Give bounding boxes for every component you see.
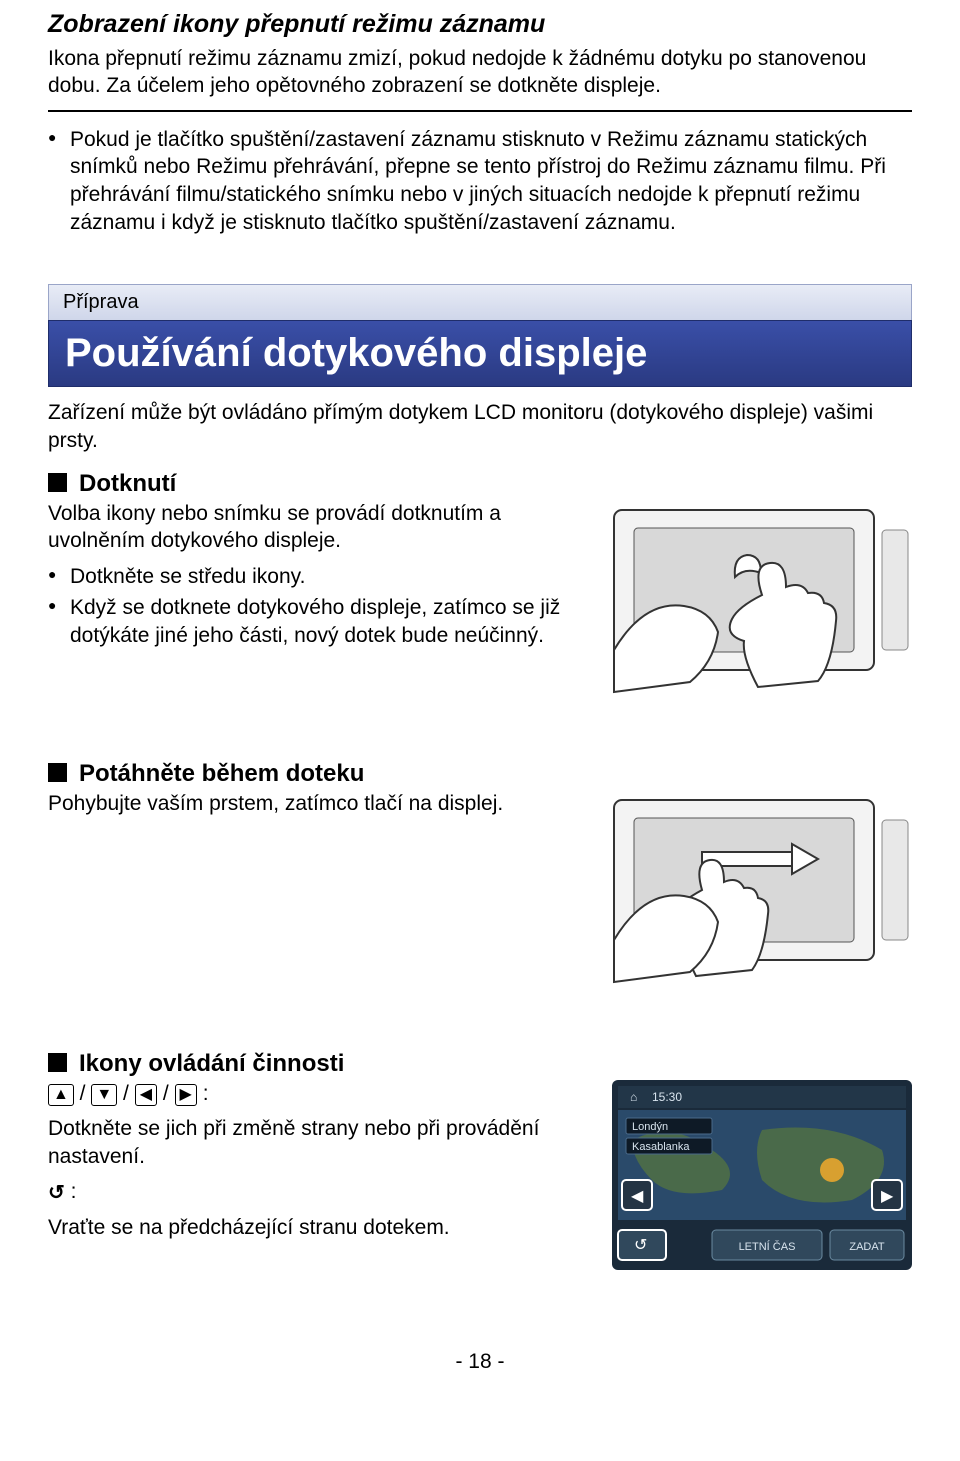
arrow-up-icon: ▲ — [48, 1084, 74, 1106]
arrow-right-icon: ▶ — [175, 1084, 197, 1106]
page: Zobrazení ikony přepnutí režimu záznamu … — [0, 0, 960, 1394]
touch-illustration — [612, 500, 912, 700]
section-intro: Zařízení může být ovládáno přímým dotyke… — [48, 399, 912, 454]
drag-heading: Potáhněte během doteku — [48, 760, 912, 788]
top-bullet: Pokud je tlačítko spuštění/zastavení záz… — [48, 126, 912, 237]
touch-bullet-2: Když se dotknete dotykového displeje, za… — [48, 594, 592, 649]
icons-heading-text: Ikony ovládání činnosti — [79, 1050, 344, 1077]
drag-heading-text: Potáhněte během doteku — [79, 760, 364, 787]
section-label: Příprava — [48, 284, 912, 320]
top-heading: Zobrazení ikony přepnutí režimu záznamu — [48, 10, 912, 39]
arrow-line: ▲ / ▼ / ◀ / ▶ : — [48, 1080, 592, 1107]
svg-text:⌂: ⌂ — [630, 1090, 637, 1104]
svg-text:◀: ◀ — [631, 1188, 644, 1205]
touch-heading-text: Dotknutí — [79, 470, 176, 497]
touch-para: Volba ikony nebo snímku se provádí dotkn… — [48, 500, 592, 555]
arrow-down-icon: ▼ — [91, 1084, 117, 1106]
return-icon: ↺ — [48, 1180, 65, 1206]
divider — [48, 110, 912, 112]
world-dst: LETNÍ ČAS — [739, 1240, 796, 1253]
touch-bullets: Dotkněte se středu ikony. Když se dotkne… — [48, 563, 592, 650]
top-bullet-list: Pokud je tlačítko spuštění/zastavení záz… — [48, 126, 912, 237]
arrow-left-icon: ◀ — [135, 1084, 157, 1106]
drag-para: Pohybujte vaším prstem, zatímco tlačí na… — [48, 790, 592, 817]
world-enter: ZADAT — [849, 1241, 885, 1253]
drag-illustration — [612, 790, 912, 990]
section-title: Používání dotykového displeje — [48, 320, 912, 387]
touch-bullet-1: Dotkněte se středu ikony. — [48, 563, 592, 591]
touch-heading: Dotknutí — [48, 470, 912, 498]
page-number: - 18 - — [48, 1350, 912, 1374]
section-box: Příprava Používání dotykového displeje — [48, 284, 912, 387]
svg-text:▶: ▶ — [881, 1188, 894, 1205]
world-city1: Londýn — [632, 1121, 668, 1133]
return-para: Vraťte se na předcházející stranu doteke… — [48, 1214, 592, 1241]
worldclock-illustration: ⌂ 15:30 Londýn Kasablanka ◀ ▶ ↺ — [612, 1080, 912, 1270]
icons-heading: Ikony ovládání činnosti — [48, 1050, 912, 1078]
icons-para: Dotkněte se jich při změně strany nebo p… — [48, 1115, 592, 1170]
svg-text:↺: ↺ — [634, 1237, 647, 1254]
world-time: 15:30 — [652, 1090, 682, 1104]
return-line: ↺ : — [48, 1178, 592, 1206]
top-para: Ikona přepnutí režimu záznamu zmizí, pok… — [48, 45, 912, 100]
world-city2: Kasablanka — [632, 1141, 690, 1153]
